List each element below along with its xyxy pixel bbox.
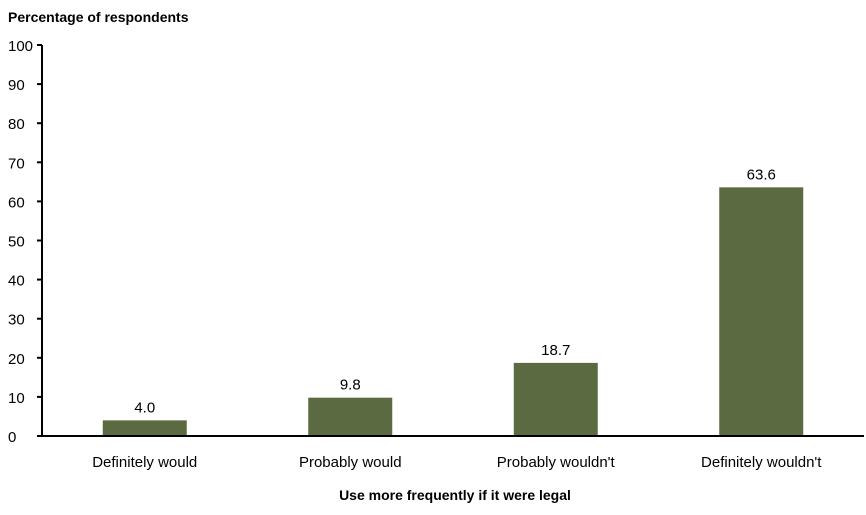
axes-group [41,45,864,437]
y-axis-ticks: 0 10 20 30 40 50 60 70 80 90 100 [8,38,42,446]
y-tick-label: 90 [8,77,25,94]
y-tick-label: 30 [8,312,25,329]
x-category-label: Probably wouldn't [497,454,616,471]
bar-value-label: 9.8 [340,377,361,394]
bar [102,420,187,436]
bar [308,397,393,436]
bar-value-label: 18.7 [541,342,570,359]
y-axis-title: Percentage of respondents [8,9,189,25]
y-tick-label: 50 [8,234,25,251]
x-category-label: Definitely would [92,454,197,471]
bar [719,187,804,436]
y-tick-label: 40 [8,273,25,290]
x-category-label: Probably would [299,454,402,471]
y-tick-label: 100 [8,38,33,55]
y-tick-label: 0 [8,429,16,446]
bar [513,362,598,436]
x-axis-title: Use more frequently if it were legal [339,487,571,503]
y-tick-label: 10 [8,390,25,407]
category-labels-group: Definitely would Probably would Probably w… [92,454,822,471]
y-tick-label: 20 [8,351,25,368]
y-tick-label: 60 [8,194,25,211]
y-tick-label: 70 [8,155,25,172]
bars-group [102,187,804,436]
bar-value-label: 4.0 [134,399,155,416]
data-labels-group: 4.0 9.8 18.7 63.6 [134,166,776,416]
x-category-label: Definitely wouldn't [701,454,822,471]
bar-value-label: 63.6 [747,166,776,183]
y-tick-label: 80 [8,116,25,133]
